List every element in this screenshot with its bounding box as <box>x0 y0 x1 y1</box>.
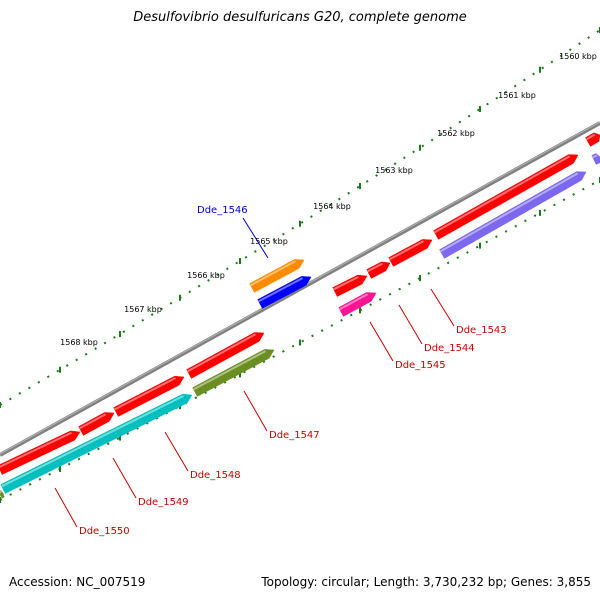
gene-arrow <box>0 393 193 494</box>
gene-arrow-highlight <box>333 276 359 291</box>
gene-features <box>0 132 600 499</box>
gene-arrow-highlight <box>187 333 257 373</box>
gene-arrow <box>388 239 433 267</box>
gene-label[interactable]: Dde_1543 <box>456 325 507 336</box>
gene-arrow <box>585 132 600 147</box>
gene-arrow-highlight <box>1 394 184 488</box>
gene-label[interactable]: Dde_1544 <box>424 343 475 354</box>
gene-label-leader <box>430 288 455 327</box>
gene-label-leader <box>369 321 394 362</box>
gene-label[interactable]: Dde_1547 <box>269 430 320 441</box>
kbp-tick-label: 1566 kbp <box>187 271 225 280</box>
gene-label-leader <box>243 390 268 432</box>
gene-arrow <box>433 154 579 240</box>
gene-label[interactable]: Dde_1550 <box>79 526 130 537</box>
gene-arrow-highlight <box>389 240 425 261</box>
genome-summary-text: Topology: circular; Length: 3,730,232 bp… <box>261 575 591 589</box>
gene-label-leader <box>242 217 269 259</box>
gene-label-leader <box>54 487 78 528</box>
gene-label-leader <box>398 304 423 345</box>
gene-label[interactable]: Dde_1549 <box>138 497 189 508</box>
gene-arrow <box>338 292 377 317</box>
kbp-tick-label: 1561 kbp <box>498 91 536 100</box>
gene-arrow-highlight <box>585 133 596 141</box>
kbp-tick-label: 1567 kbp <box>124 305 162 314</box>
gene-arrow-highlight <box>339 293 369 311</box>
gene-arrow <box>257 276 312 309</box>
outer-ruler <box>0 29 600 406</box>
gene-arrow-highlight <box>367 262 383 273</box>
gene-arrow <box>332 274 368 297</box>
gene-arrow-highlight <box>114 377 176 411</box>
gene-arrow-highlight <box>79 413 107 430</box>
gene-arrow-highlight <box>250 260 297 287</box>
label-leader-lines <box>54 217 455 528</box>
gene-arrow-highlight <box>440 172 579 253</box>
gene-label[interactable]: Dde_1545 <box>395 360 446 371</box>
gene-arrow-highlight <box>0 491 2 494</box>
gene-label-leader <box>164 431 189 472</box>
gene-arrow-highlight <box>258 277 303 303</box>
gene-label-leader <box>112 457 137 499</box>
accession-text: Accession: NC_007519 <box>9 575 146 589</box>
gene-arrow-highlight <box>193 350 266 391</box>
gene-labels: Dde_1543 Dde_1544 Dde_1545 Dde_1546 Dde_1547… <box>79 205 507 537</box>
gene-arrow-highlight <box>592 154 598 159</box>
gene-arrow <box>0 430 81 475</box>
gene-arrow <box>192 349 275 397</box>
tick-labels: 1560 kbp 1561 kbp 1562 kbp 1563 kbp 1564 kbp… <box>60 52 597 347</box>
gene-arrow <box>186 332 265 379</box>
map-title: Desulfovibrio desulfuricans G20, complet… <box>133 10 467 25</box>
gene-arrow-highlight <box>434 155 571 234</box>
kbp-tick-label: 1562 kbp <box>437 129 475 138</box>
kbp-tick-label: 1564 kbp <box>313 202 351 211</box>
kbp-tick-label: 1560 kbp <box>559 52 597 61</box>
gene-arrow-highlight <box>0 431 72 468</box>
genome-backbone <box>0 121 600 457</box>
gene-label[interactable]: Dde_1546 <box>197 205 248 216</box>
outer-ruler-ticks <box>0 27 600 408</box>
kbp-tick-label: 1568 kbp <box>60 338 98 347</box>
gene-arrow <box>78 412 115 436</box>
kbp-tick-label: 1565 kbp <box>250 237 288 246</box>
gene-label[interactable]: Dde_1548 <box>190 470 241 481</box>
kbp-tick-label: 1563 kbp <box>375 166 413 175</box>
gene-arrow <box>113 375 185 417</box>
